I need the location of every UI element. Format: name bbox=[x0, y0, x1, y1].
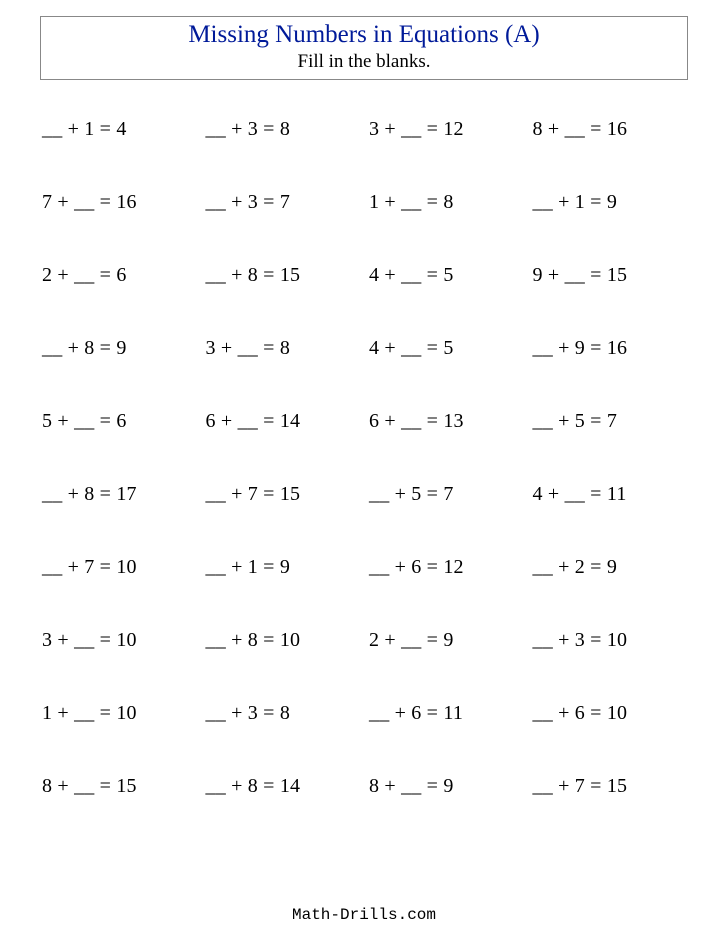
problem-cell: 4 + __ = 5 bbox=[369, 264, 523, 287]
problem-cell: 4 + __ = 11 bbox=[533, 483, 687, 506]
problem-cell: 1 + __ = 8 bbox=[369, 191, 523, 214]
problem-cell: 3 + __ = 8 bbox=[206, 337, 360, 360]
problem-cell: __ + 7 = 15 bbox=[206, 483, 360, 506]
problem-cell: 7 + __ = 16 bbox=[42, 191, 196, 214]
problem-cell: 9 + __ = 15 bbox=[533, 264, 687, 287]
problem-cell: __ + 3 = 10 bbox=[533, 629, 687, 652]
problem-cell: 2 + __ = 9 bbox=[369, 629, 523, 652]
header-box: Missing Numbers in Equations (A) Fill in… bbox=[40, 16, 688, 80]
problem-cell: 1 + __ = 10 bbox=[42, 702, 196, 725]
problem-cell: __ + 7 = 10 bbox=[42, 556, 196, 579]
problem-cell: __ + 7 = 15 bbox=[533, 775, 687, 798]
page-subtitle: Fill in the blanks. bbox=[49, 51, 679, 73]
problem-cell: 8 + __ = 15 bbox=[42, 775, 196, 798]
problem-cell: __ + 6 = 11 bbox=[369, 702, 523, 725]
problem-cell: __ + 8 = 17 bbox=[42, 483, 196, 506]
problem-cell: __ + 6 = 12 bbox=[369, 556, 523, 579]
worksheet-page: Missing Numbers in Equations (A) Fill in… bbox=[0, 0, 728, 942]
problem-cell: __ + 8 = 15 bbox=[206, 264, 360, 287]
problem-cell: 2 + __ = 6 bbox=[42, 264, 196, 287]
problem-cell: 3 + __ = 12 bbox=[369, 118, 523, 141]
problem-cell: __ + 8 = 14 bbox=[206, 775, 360, 798]
problem-cell: 3 + __ = 10 bbox=[42, 629, 196, 652]
problem-cell: __ + 5 = 7 bbox=[369, 483, 523, 506]
problem-cell: __ + 3 = 8 bbox=[206, 702, 360, 725]
problem-cell: __ + 1 = 9 bbox=[533, 191, 687, 214]
problem-cell: __ + 2 = 9 bbox=[533, 556, 687, 579]
page-title: Missing Numbers in Equations (A) bbox=[49, 21, 679, 49]
problem-cell: __ + 1 = 9 bbox=[206, 556, 360, 579]
problem-cell: __ + 1 = 4 bbox=[42, 118, 196, 141]
problem-cell: __ + 8 = 10 bbox=[206, 629, 360, 652]
problem-cell: 8 + __ = 9 bbox=[369, 775, 523, 798]
problem-cell: 8 + __ = 16 bbox=[533, 118, 687, 141]
problem-cell: __ + 6 = 10 bbox=[533, 702, 687, 725]
problem-cell: __ + 3 = 7 bbox=[206, 191, 360, 214]
problem-cell: __ + 8 = 9 bbox=[42, 337, 196, 360]
problem-cell: __ + 3 = 8 bbox=[206, 118, 360, 141]
problem-cell: 6 + __ = 13 bbox=[369, 410, 523, 433]
problem-cell: __ + 5 = 7 bbox=[533, 410, 687, 433]
problem-cell: 5 + __ = 6 bbox=[42, 410, 196, 433]
problem-cell: 4 + __ = 5 bbox=[369, 337, 523, 360]
problem-grid: __ + 1 = 4 __ + 3 = 8 3 + __ = 12 8 + __… bbox=[40, 108, 688, 798]
problem-cell: 6 + __ = 14 bbox=[206, 410, 360, 433]
footer-credit: Math-Drills.com bbox=[0, 906, 728, 924]
problem-cell: __ + 9 = 16 bbox=[533, 337, 687, 360]
